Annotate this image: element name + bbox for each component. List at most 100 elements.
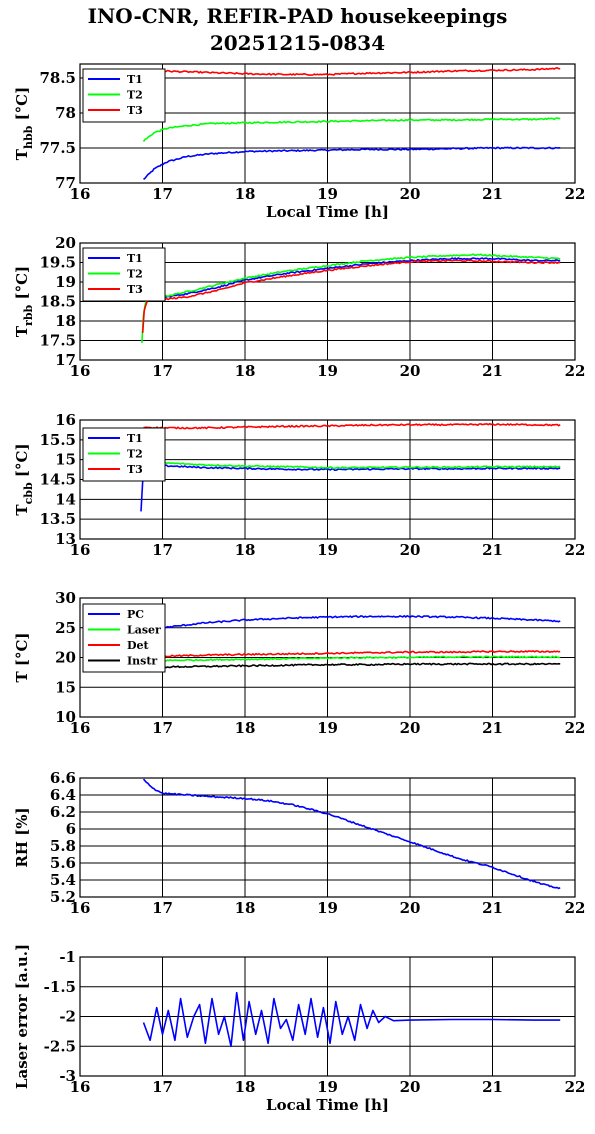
series-line-t2	[141, 253, 561, 343]
x-tick-label: 16	[70, 185, 91, 203]
y-tick-label: 77	[55, 174, 76, 192]
x-tick-label: 16	[70, 362, 91, 380]
y-tick-label: 20	[55, 234, 76, 252]
x-tick-label: 17	[152, 1078, 173, 1096]
chart-panel-1: 77 77.5 78 78.5 16 17 18 19 20 21 22 T1 T2 T3 Thbb [°C…	[13, 63, 586, 221]
x-tick-label: 22	[565, 719, 586, 737]
y-axis-label: Tcbb [°C]	[13, 443, 35, 515]
y-tick-label: 78.5	[39, 69, 76, 87]
legend-label: T1	[127, 73, 143, 86]
y-axis-label: Thbb [°C]	[13, 87, 35, 160]
x-tick-label: 16	[70, 899, 91, 917]
y-tick-label: 14.5	[39, 471, 76, 489]
legend-label: Det	[127, 639, 150, 652]
y-tick-label: 15	[55, 451, 76, 469]
x-tick-label: 16	[70, 719, 91, 737]
legend-label: PC	[127, 608, 144, 621]
y-tick-label: 6.2	[50, 803, 76, 821]
x-axis-label: Local Time [h]	[266, 203, 389, 221]
series-line-t3	[141, 259, 561, 333]
legend-label: Instr	[127, 655, 157, 668]
y-tick-label: 18.5	[39, 293, 76, 311]
y-tick-label: 15.5	[39, 431, 76, 449]
x-tick-label: 18	[235, 1078, 256, 1096]
x-tick-label: 21	[482, 362, 503, 380]
x-tick-label: 19	[317, 541, 338, 559]
x-tick-label: 20	[400, 541, 421, 559]
series-line-det	[143, 650, 561, 659]
y-tick-label: -2	[59, 1008, 76, 1026]
x-axis-label: Local Time [h]	[266, 1096, 389, 1114]
x-tick-label: 18	[235, 899, 256, 917]
x-tick-label: 22	[565, 185, 586, 203]
x-tick-label: 22	[565, 899, 586, 917]
series-line-t1	[140, 464, 561, 512]
x-tick-label: 19	[317, 719, 338, 737]
plot-frame	[79, 63, 576, 184]
y-tick-label: 6.6	[50, 769, 76, 787]
y-tick-label: 18	[55, 312, 76, 330]
x-tick-label: 17	[152, 541, 173, 559]
y-tick-label: 5.4	[50, 871, 76, 889]
plot-frame	[79, 956, 576, 1077]
y-tick-label: 14	[55, 490, 76, 508]
series-line-t1	[143, 146, 561, 180]
x-tick-label: 22	[565, 362, 586, 380]
plot-frame	[79, 777, 576, 898]
legend-label: T2	[127, 448, 143, 461]
y-tick-label: 20	[55, 649, 76, 667]
legend-label: T2	[127, 89, 143, 102]
legend-label: T1	[127, 432, 143, 445]
x-tick-label: 20	[400, 185, 421, 203]
y-tick-label: 13	[55, 530, 76, 548]
x-tick-label: 17	[152, 899, 173, 917]
legend-label: Laser	[127, 624, 161, 637]
y-tick-label: 19.5	[39, 254, 76, 272]
plot-frame	[79, 242, 576, 361]
y-tick-label: 6.4	[50, 786, 76, 804]
y-tick-label: 13.5	[39, 510, 76, 528]
legend: T1 T2 T3	[82, 427, 166, 482]
x-tick-label: 21	[482, 185, 503, 203]
x-tick-label: 20	[400, 1078, 421, 1096]
x-tick-label: 18	[235, 362, 256, 380]
series-line-pc	[143, 615, 561, 631]
series-line-t3	[143, 67, 561, 76]
x-tick-label: 22	[565, 1078, 586, 1096]
y-axis-label: Trbb [°C]	[13, 266, 35, 337]
y-tick-label: 25	[55, 619, 76, 637]
legend-label: T3	[127, 104, 143, 117]
y-axis-label: RH [%]	[13, 807, 31, 867]
y-axis-label: Laser error [a.u.]	[13, 944, 31, 1089]
x-tick-label: 20	[400, 362, 421, 380]
x-tick-label: 17	[152, 719, 173, 737]
x-tick-label: 22	[565, 541, 586, 559]
x-tick-label: 17	[152, 362, 173, 380]
x-tick-label: 19	[317, 362, 338, 380]
y-tick-label: 5.2	[50, 888, 76, 906]
series-line-data	[142, 778, 561, 890]
x-tick-label: 21	[482, 899, 503, 917]
x-tick-label: 20	[400, 719, 421, 737]
series-line-t1	[143, 257, 561, 301]
y-tick-label: 19	[55, 273, 76, 291]
y-tick-label: 5.8	[50, 837, 76, 855]
x-tick-label: 19	[317, 899, 338, 917]
y-tick-label: 17	[55, 351, 76, 369]
y-tick-label: 10	[55, 708, 76, 726]
figure-title: INO-CNR, REFIR-PAD housekeepings 2025121…	[0, 3, 595, 57]
y-tick-label: 78	[55, 104, 76, 122]
y-tick-label: -3	[59, 1067, 76, 1085]
legend: PC Laser Det Instr	[82, 603, 166, 673]
series-line-t2	[142, 117, 561, 142]
plot-frame	[79, 419, 576, 540]
y-axis-label: T [°C]	[13, 632, 31, 682]
x-tick-label: 19	[317, 185, 338, 203]
y-tick-label: 77.5	[39, 139, 76, 157]
y-tick-label: 17.5	[39, 332, 76, 350]
plot-frame	[79, 597, 576, 718]
figure-title-line1: INO-CNR, REFIR-PAD housekeepings	[87, 4, 508, 28]
